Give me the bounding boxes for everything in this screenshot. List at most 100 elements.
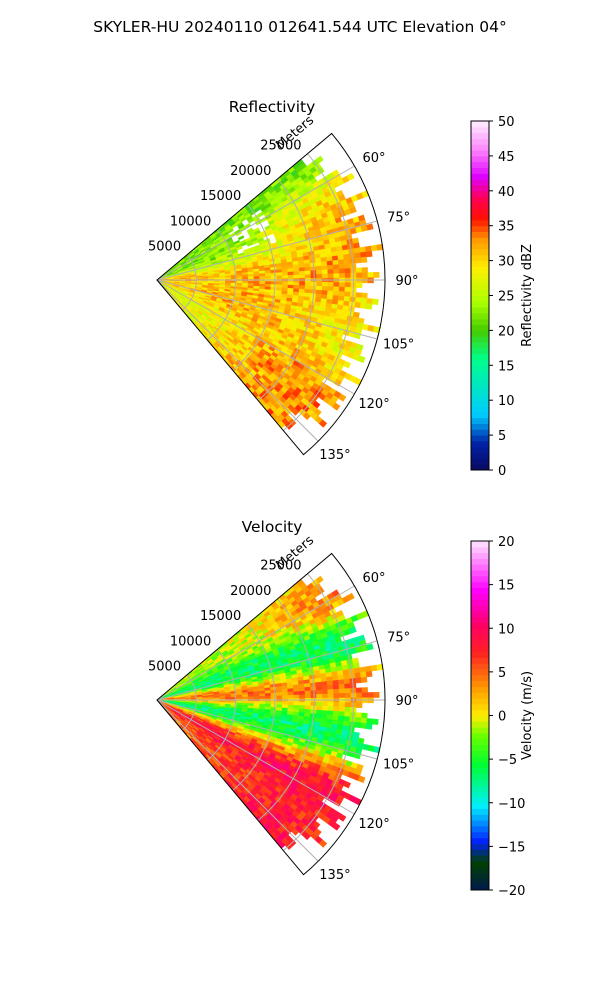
colorbar-segment — [471, 849, 489, 856]
colorbar-segment — [471, 686, 489, 693]
data-cell — [333, 706, 340, 712]
data-cell — [253, 701, 260, 705]
data-cell — [321, 282, 329, 287]
colorbar-segment — [471, 458, 489, 465]
colorbar-segment — [471, 791, 489, 798]
azimuth-spoke — [156, 279, 378, 340]
figure-title: SKYLER-HU 20240110 012641.544 UTC Elevat… — [93, 18, 507, 36]
data-cell — [291, 827, 300, 836]
colorbar-segment — [471, 452, 489, 459]
colorbar-segment — [471, 347, 489, 355]
data-cell — [270, 269, 277, 274]
data-cell — [316, 269, 323, 275]
range-ring — [283, 573, 355, 851]
data-cell — [343, 716, 351, 722]
colorbar-segment — [471, 570, 489, 577]
data-cell — [253, 693, 260, 697]
data-cell — [355, 267, 363, 274]
data-cell — [316, 693, 323, 699]
data-cell — [253, 696, 260, 700]
data-cell — [344, 688, 351, 694]
data-cell — [339, 693, 346, 699]
data-cell — [338, 706, 346, 713]
data-cell — [321, 290, 328, 296]
sector-frame — [156, 132, 386, 456]
data-cell — [338, 393, 347, 402]
data-cell — [298, 687, 306, 692]
data-cell — [344, 291, 351, 298]
data-cell — [361, 267, 368, 273]
data-cell — [318, 839, 328, 848]
colorbar-tick-label: −20 — [498, 884, 525, 899]
data-cell — [360, 251, 367, 258]
colorbar-segment — [471, 388, 489, 395]
data-cell — [360, 297, 368, 304]
colorbar-segment — [471, 796, 489, 804]
colorbar-segment — [471, 558, 489, 565]
data-cell — [293, 691, 300, 696]
colorbar-segment — [471, 703, 489, 711]
data-cell — [265, 281, 272, 285]
data-cell — [293, 694, 300, 699]
data-cell — [343, 253, 350, 260]
colorbar-segment — [471, 692, 489, 699]
colorbar-segment — [471, 628, 489, 635]
colorbar-segment — [471, 645, 489, 653]
colorbar-segment — [471, 138, 489, 145]
colorbar-segment — [471, 208, 489, 215]
data-cell — [282, 281, 289, 286]
data-cell — [265, 275, 272, 280]
data-cell — [302, 412, 311, 421]
colorbar-segment — [471, 674, 489, 682]
colorbar-tick-label: 0 — [498, 464, 506, 479]
colorbar-segment — [471, 376, 489, 384]
data-cell — [287, 271, 294, 276]
range-ring — [207, 229, 237, 341]
colorbar-segment — [471, 272, 489, 279]
data-cell — [293, 285, 300, 290]
data-cell — [359, 246, 367, 253]
data-cell — [338, 688, 346, 694]
colorbar-segment — [471, 260, 489, 267]
range-ring — [207, 649, 237, 761]
data-cell — [338, 679, 345, 685]
data-cell — [287, 701, 294, 706]
data-cell — [361, 292, 368, 299]
colorbar-segment — [471, 342, 489, 349]
colorbar-segment — [471, 167, 489, 174]
velocity-data — [156, 575, 384, 850]
colorbar-segment — [471, 295, 489, 302]
data-cell — [242, 696, 249, 700]
data-cell — [361, 272, 369, 278]
velocity-colorbar-label: Velocity (m/s) — [520, 671, 535, 760]
colorbar-segment — [471, 411, 489, 419]
data-cell — [355, 717, 362, 724]
colorbar-segment — [471, 225, 489, 233]
colorbar-tick-label: 10 — [498, 394, 515, 409]
colorbar-segment — [471, 330, 489, 337]
data-cell — [344, 683, 351, 689]
colorbar-segment — [471, 564, 489, 571]
data-cell — [372, 718, 379, 726]
data-cell — [332, 710, 340, 717]
colorbar-segment — [471, 161, 489, 169]
colorbar-tick-label: 20 — [498, 324, 515, 339]
azimuth-spoke — [156, 640, 378, 701]
data-cell — [321, 710, 328, 716]
data-cell — [373, 691, 380, 698]
azimuth-spoke — [156, 699, 355, 815]
range-tick-label: 20000 — [230, 164, 271, 179]
data-cell — [343, 360, 351, 369]
data-cell — [337, 674, 345, 681]
colorbar-segment — [471, 866, 489, 874]
azimuth-tick-label: 90° — [395, 694, 418, 709]
data-cell — [344, 282, 351, 288]
azimuth-spoke — [156, 699, 378, 760]
colorbar-segment — [471, 155, 489, 163]
azimuth-tick-label: 60° — [363, 151, 386, 166]
sector-frame — [156, 552, 386, 876]
colorbar-segment — [471, 394, 489, 401]
data-cell — [356, 692, 363, 699]
data-cell — [333, 286, 340, 292]
range-ring — [232, 623, 276, 791]
